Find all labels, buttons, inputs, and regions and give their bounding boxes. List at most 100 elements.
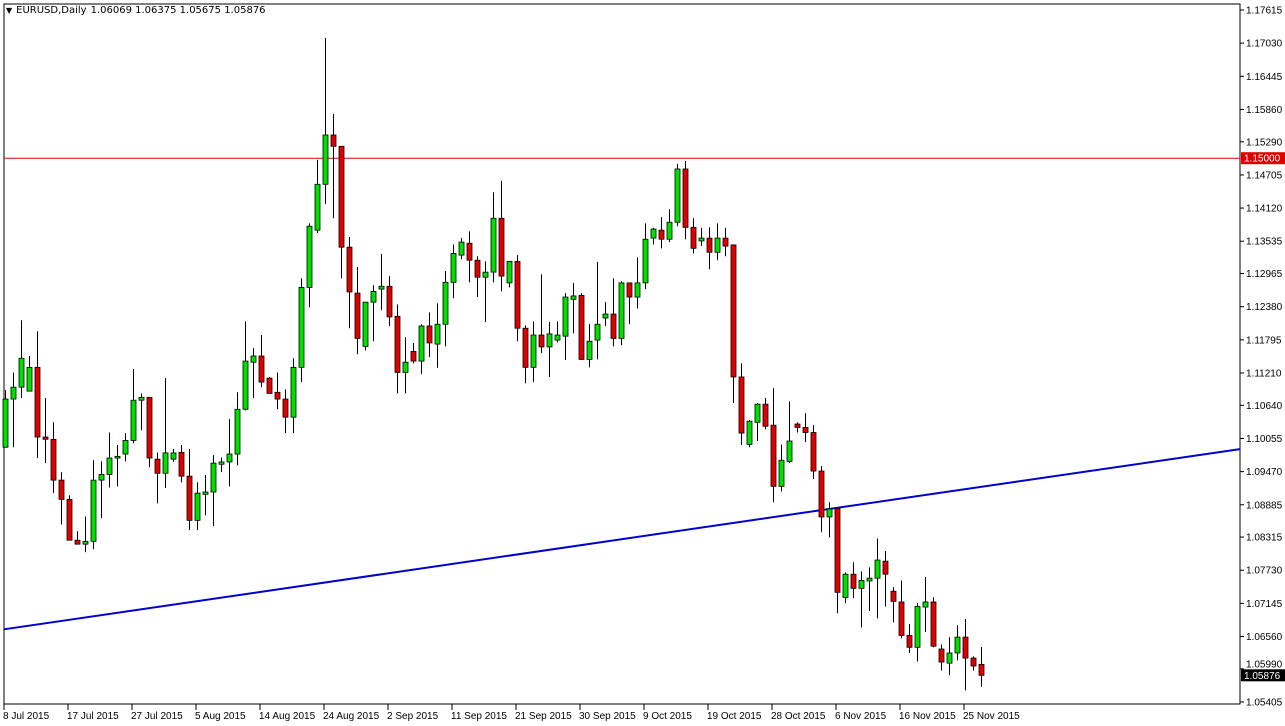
candle-bullish [746, 420, 753, 445]
candle-bullish [138, 396, 145, 401]
candle-bearish [898, 601, 905, 636]
candle-bullish [786, 440, 793, 462]
y-tick-label: 1.16445 [1246, 72, 1283, 83]
candle-bearish [498, 217, 505, 277]
x-tick-label: 30 Sep 2015 [579, 711, 636, 722]
candle-bullish [914, 606, 921, 648]
candle-bullish [306, 225, 313, 288]
candle-bearish [282, 398, 289, 418]
candle-bullish [298, 287, 305, 368]
candle-bullish [434, 323, 441, 345]
candle-bullish [554, 334, 561, 341]
candle-bullish [418, 325, 425, 362]
y-tick-label: 1.05990 [1246, 659, 1283, 670]
y-tick-label: 1.05405 [1246, 698, 1283, 709]
candle-bearish [50, 438, 57, 481]
candle-bearish [354, 292, 361, 339]
candle-bullish [2, 398, 9, 448]
candle-bullish [290, 366, 297, 418]
candle-bearish [658, 229, 665, 240]
x-tick-label: 6 Nov 2015 [835, 711, 887, 722]
candle-bullish [674, 168, 681, 223]
candle-bearish [578, 294, 585, 360]
triangle-down-icon[interactable]: ▼ [6, 6, 13, 15]
horizontal-line-price-tag [1241, 152, 1285, 165]
candle-bearish [882, 560, 889, 575]
candle-bearish [186, 475, 193, 521]
candle-bearish [738, 376, 745, 434]
candle-bearish [330, 134, 337, 147]
candle-bullish [634, 282, 641, 298]
candle-bullish [602, 313, 609, 319]
symbol-label: EURUSD,Daily [16, 5, 87, 16]
candle-bearish [770, 424, 777, 487]
candle-bullish [194, 492, 201, 521]
candle-bullish [698, 237, 705, 242]
candle-bearish [722, 237, 729, 247]
candle-bullish [130, 399, 137, 441]
x-tick-label: 16 Nov 2015 [899, 711, 956, 722]
candle-bullish [226, 453, 233, 463]
candle-bullish [234, 408, 241, 455]
y-tick-label: 1.09470 [1246, 467, 1283, 478]
x-tick-label: 8 Jul 2015 [3, 711, 50, 722]
candle-bearish [834, 508, 841, 593]
candle-bullish [98, 474, 105, 481]
candle-bullish [866, 577, 873, 582]
candle-bullish [586, 340, 593, 360]
candle-bearish [610, 313, 617, 339]
chart-header: ▼ EURUSD,Daily 1.06069 1.06375 1.05675 1… [6, 5, 266, 16]
candle-bullish [162, 452, 169, 474]
candle-bullish [82, 540, 89, 545]
y-tick-label: 1.07730 [1246, 566, 1283, 577]
candle-bearish [346, 246, 353, 293]
candle-bullish [202, 491, 209, 495]
candle-bullish [458, 241, 465, 256]
candle-bearish [938, 648, 945, 663]
candle-bearish [338, 145, 345, 248]
candle-bullish [482, 271, 489, 278]
candle-bullish [402, 361, 409, 373]
candle-bearish [74, 539, 81, 545]
y-tick-label: 1.08885 [1246, 500, 1283, 511]
y-tick-label: 1.06560 [1246, 632, 1283, 643]
candle-bullish [570, 295, 577, 300]
candle-bullish [858, 580, 865, 589]
candle-bearish [802, 427, 809, 433]
candle-bullish [90, 479, 97, 542]
candle-bearish [970, 657, 977, 667]
x-tick-label: 9 Oct 2015 [643, 711, 692, 722]
candle-bullish [954, 636, 961, 654]
candle-bullish [114, 455, 121, 459]
candle-bullish [362, 301, 369, 347]
candle-bullish [26, 366, 33, 392]
ohlc-readout: 1.06069 1.06375 1.05675 1.05876 [90, 5, 266, 16]
horizontal-line-price-label: 1.15000 [1244, 154, 1281, 165]
x-tick-label: 14 Aug 2015 [259, 711, 316, 722]
candle-bullish [18, 357, 25, 388]
x-tick-label: 5 Aug 2015 [195, 711, 246, 722]
y-tick-label: 1.11210 [1246, 369, 1282, 380]
candle-bearish [42, 436, 49, 440]
candle-bearish [930, 601, 937, 647]
current-price-label: 1.05876 [1244, 671, 1281, 682]
y-tick-label: 1.17030 [1246, 39, 1283, 50]
candle-bullish [442, 281, 449, 325]
x-tick-label: 21 Sep 2015 [515, 711, 572, 722]
candle-bearish [762, 403, 769, 427]
candle-bullish [714, 237, 721, 253]
candle-bullish [106, 457, 113, 475]
candle-bearish [962, 636, 969, 659]
candle-bullish [754, 403, 761, 423]
candle-bearish [810, 432, 817, 472]
y-tick-label: 1.15290 [1246, 137, 1283, 148]
candle-bearish [522, 327, 529, 368]
y-tick-label: 1.14120 [1246, 204, 1283, 215]
candle-bearish [394, 315, 401, 373]
candle-bearish [154, 458, 161, 474]
x-tick-label: 2 Sep 2015 [387, 711, 439, 722]
candle-bearish [474, 259, 481, 278]
y-tick-label: 1.10055 [1246, 434, 1283, 445]
y-tick-label: 1.14705 [1246, 170, 1283, 181]
